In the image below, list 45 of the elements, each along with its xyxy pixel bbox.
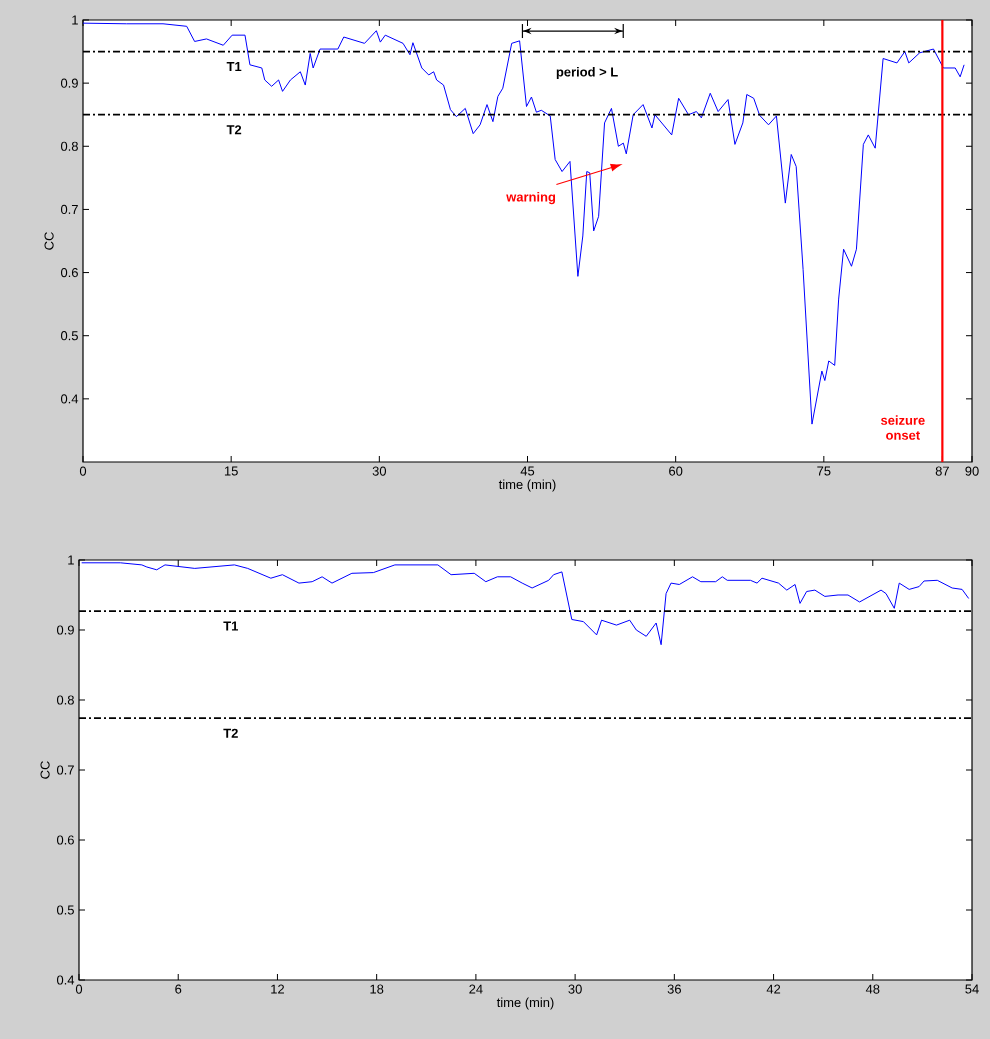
x-tick-label: 30 <box>372 466 387 476</box>
ref-line-label: T1 <box>223 621 239 631</box>
y-tick-label: 0.8 <box>56 695 74 705</box>
x-tick-label: 75 <box>817 466 831 476</box>
x-tick-label: 6 <box>175 984 182 994</box>
y-tick-label: 0.5 <box>60 331 78 341</box>
y-tick-label: 0.7 <box>60 204 78 215</box>
y-tick-label: 0.6 <box>60 267 78 278</box>
x-tick-label: 54 <box>965 984 979 994</box>
line-series <box>81 562 970 646</box>
x-tick-label: 30 <box>568 984 582 994</box>
x-tick-label: 0 <box>79 466 87 476</box>
annotation: warning <box>506 192 556 205</box>
y-tick-label: 1 <box>72 15 78 25</box>
x-axis-title: time (min) <box>498 479 556 492</box>
x-tick-label: 24 <box>469 984 483 994</box>
y-axis-title: CC <box>40 761 50 779</box>
y-tick-label: 0.9 <box>56 625 74 635</box>
y-tick-label: 0.4 <box>56 975 75 985</box>
x-tick-label: 45 <box>520 466 535 476</box>
ref-line-label: T2 <box>226 125 242 135</box>
y-tick-label: 0.7 <box>56 765 74 775</box>
x-tick-label: 60 <box>669 466 683 476</box>
x-tick-label: 12 <box>271 984 284 994</box>
x-tick-label: 87 <box>935 466 949 476</box>
y-axis-title: CC <box>44 232 54 250</box>
x-axis-title: time (min) <box>496 997 554 1010</box>
annotation: period > L <box>556 66 618 80</box>
x-tick-label: 0 <box>75 984 83 994</box>
x-tick-label: 18 <box>370 984 384 994</box>
y-tick-label: 0.9 <box>60 78 78 88</box>
x-tick-label: 42 <box>766 984 781 994</box>
ref-line-label: T2 <box>223 728 238 738</box>
ref-line-label: T1 <box>226 62 242 71</box>
x-tick-label: 90 <box>965 466 979 476</box>
x-tick-label: 15 <box>224 466 238 476</box>
ref-line-label: seizure onset <box>880 415 925 440</box>
x-tick-label: 36 <box>667 984 681 994</box>
y-tick-label: 1 <box>68 555 74 565</box>
y-tick-label: 0.8 <box>60 141 78 151</box>
y-tick-label: 0.5 <box>56 905 74 915</box>
y-tick-label: 0.4 <box>60 394 79 404</box>
line-series <box>83 22 965 425</box>
x-tick-label: 48 <box>865 984 880 994</box>
y-tick-label: 0.6 <box>56 835 74 845</box>
